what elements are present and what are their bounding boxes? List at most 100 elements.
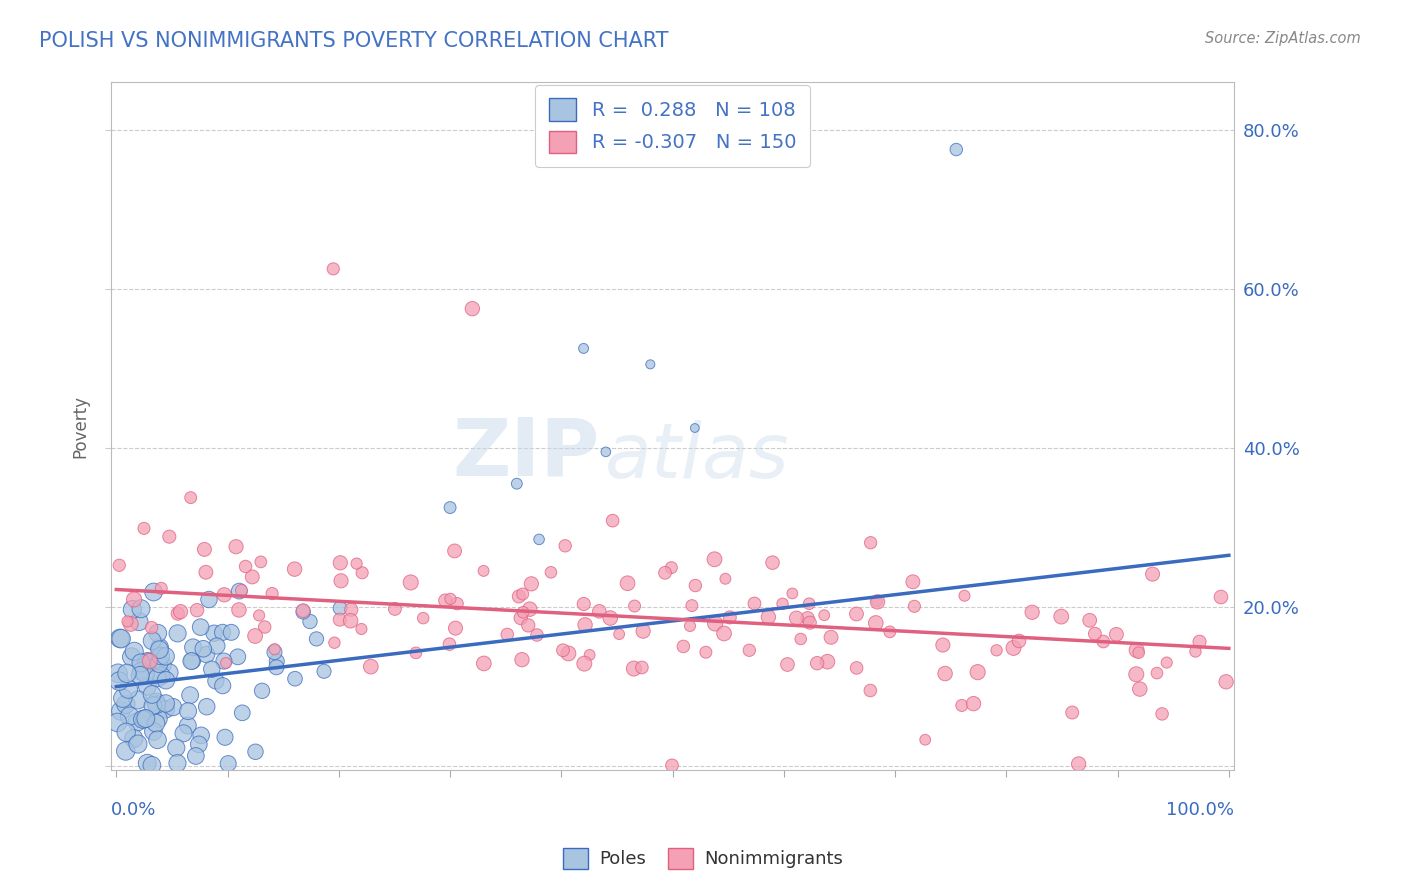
- Point: [859, 683, 882, 698]
- Point: [817, 655, 839, 669]
- Point: [194, 566, 217, 580]
- Point: [439, 591, 461, 606]
- Point: [145, 695, 167, 709]
- Point: [572, 342, 595, 356]
- Point: [180, 491, 202, 505]
- Point: [135, 712, 157, 726]
- Point: [149, 648, 172, 663]
- Point: [472, 657, 495, 671]
- Text: 100.0%: 100.0%: [1167, 801, 1234, 819]
- Point: [136, 756, 159, 771]
- Point: [519, 602, 541, 616]
- Point: [330, 574, 353, 588]
- Point: [122, 731, 145, 746]
- Point: [813, 608, 835, 623]
- Point: [859, 535, 882, 549]
- Point: [193, 542, 215, 557]
- Point: [785, 611, 807, 625]
- Point: [142, 698, 165, 713]
- Point: [201, 662, 224, 676]
- Point: [1008, 634, 1031, 648]
- Point: [574, 618, 596, 632]
- Point: [1184, 644, 1206, 658]
- Point: [180, 654, 202, 668]
- Point: [986, 643, 1008, 657]
- Point: [145, 716, 167, 731]
- Point: [510, 653, 533, 667]
- Point: [412, 611, 434, 625]
- Text: atlas: atlas: [605, 420, 790, 494]
- Point: [339, 614, 361, 628]
- Point: [681, 599, 703, 613]
- Point: [683, 421, 706, 435]
- Point: [434, 593, 457, 607]
- Point: [148, 712, 170, 726]
- Point: [253, 620, 276, 634]
- Point: [623, 599, 645, 613]
- Point: [616, 576, 638, 591]
- Point: [599, 611, 621, 625]
- Point: [782, 586, 804, 600]
- Point: [520, 577, 543, 591]
- Point: [509, 611, 531, 625]
- Point: [932, 638, 955, 652]
- Point: [761, 556, 783, 570]
- Point: [212, 654, 235, 668]
- Text: Source: ZipAtlas.com: Source: ZipAtlas.com: [1205, 31, 1361, 46]
- Point: [165, 740, 187, 755]
- Point: [121, 602, 143, 616]
- Point: [245, 745, 267, 759]
- Point: [284, 562, 307, 576]
- Point: [177, 704, 200, 718]
- Point: [962, 697, 984, 711]
- Point: [879, 624, 901, 639]
- Point: [141, 688, 163, 702]
- Point: [292, 604, 315, 618]
- Point: [1215, 674, 1237, 689]
- Point: [141, 621, 163, 635]
- Point: [129, 601, 152, 615]
- Point: [1021, 605, 1043, 619]
- Point: [527, 533, 550, 547]
- Point: [1156, 656, 1178, 670]
- Point: [572, 597, 595, 611]
- Point: [162, 700, 184, 714]
- Point: [1129, 681, 1152, 696]
- Point: [152, 657, 174, 672]
- Point: [1084, 626, 1107, 640]
- Point: [789, 632, 811, 646]
- Point: [127, 737, 149, 751]
- Point: [540, 566, 562, 580]
- Point: [661, 758, 683, 772]
- Point: [950, 698, 973, 713]
- Point: [845, 607, 868, 621]
- Point: [247, 608, 270, 623]
- Point: [166, 607, 188, 621]
- Point: [107, 666, 129, 681]
- Point: [305, 632, 328, 646]
- Point: [157, 530, 180, 544]
- Point: [211, 625, 233, 640]
- Point: [142, 724, 165, 739]
- Point: [1078, 613, 1101, 627]
- Point: [169, 605, 191, 619]
- Point: [262, 586, 284, 600]
- Point: [136, 679, 159, 693]
- Point: [214, 588, 236, 602]
- Point: [139, 654, 162, 668]
- Point: [115, 698, 138, 712]
- Point: [108, 632, 131, 646]
- Point: [866, 595, 889, 609]
- Point: [135, 655, 157, 669]
- Point: [1092, 634, 1115, 648]
- Point: [131, 712, 153, 726]
- Point: [214, 731, 236, 745]
- Point: [184, 748, 207, 763]
- Point: [198, 592, 221, 607]
- Point: [121, 649, 143, 664]
- Point: [127, 693, 149, 707]
- Point: [329, 556, 352, 570]
- Point: [195, 699, 218, 714]
- Point: [284, 672, 307, 686]
- Point: [704, 616, 727, 631]
